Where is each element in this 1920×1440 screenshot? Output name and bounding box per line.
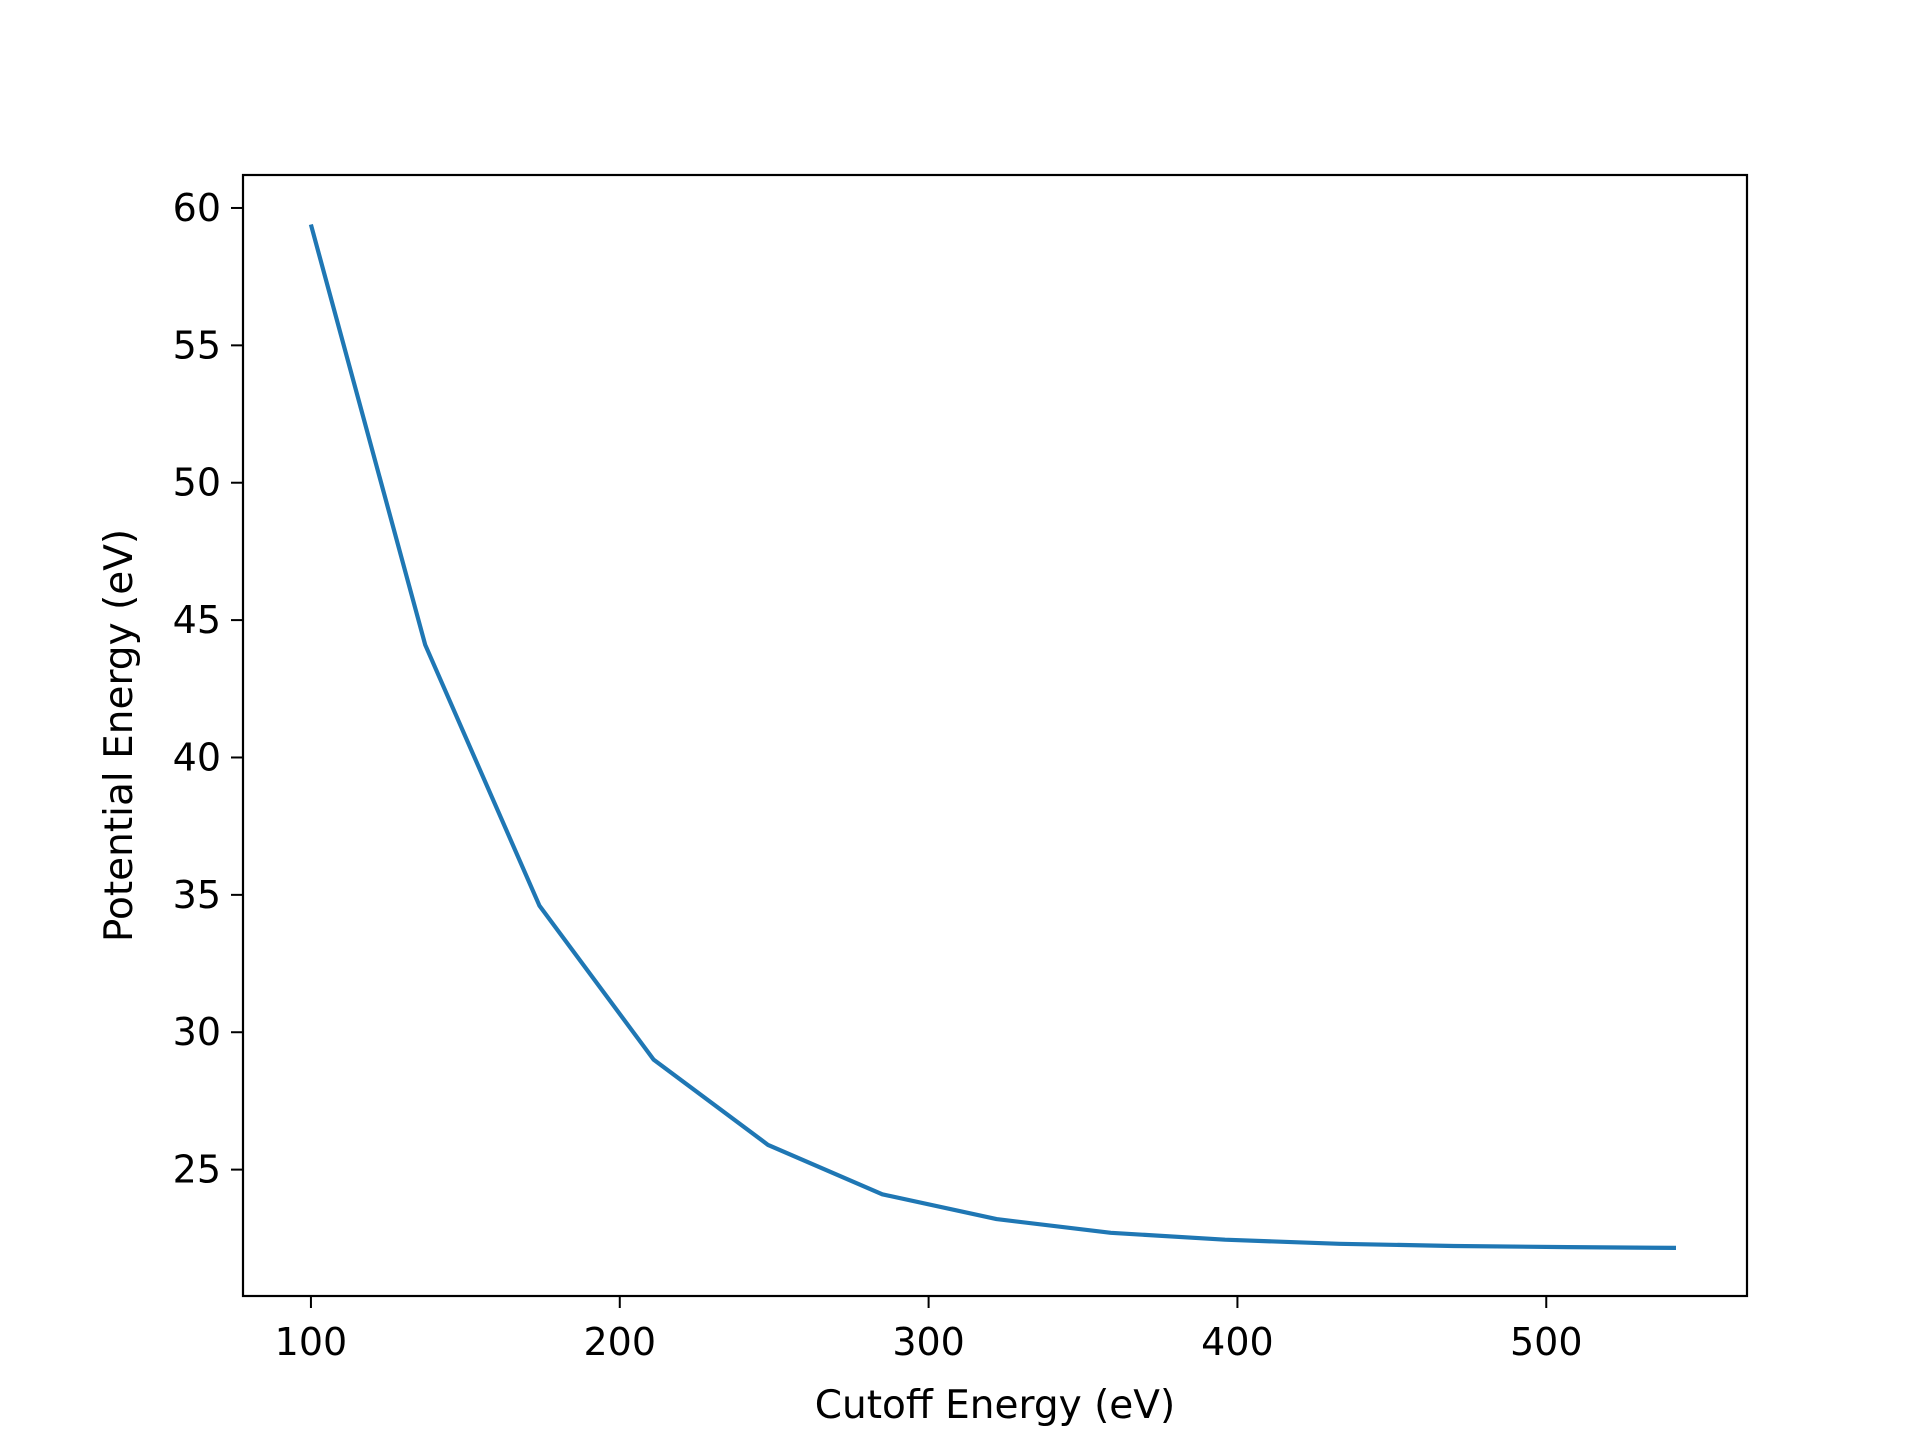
y-tick-label-30: 30: [173, 1010, 221, 1054]
series-line-1: [308, 223, 1677, 1250]
y-tick-label-25: 25: [173, 1148, 221, 1192]
y-tick-label-45: 45: [173, 598, 221, 642]
y-tick-label-40: 40: [173, 735, 221, 779]
x-tick-label-300: 300: [892, 1320, 965, 1364]
plot-area: [308, 223, 1677, 1250]
y-axis-label: Potential Energy (eV): [97, 529, 142, 942]
x-tick-label-100: 100: [275, 1320, 348, 1364]
y-tick-label-35: 35: [173, 873, 221, 917]
y-tick-label-50: 50: [173, 461, 221, 505]
y-tick-label-55: 55: [173, 323, 221, 367]
axes-frame: [241, 173, 1749, 1298]
y-tick-label-60: 60: [173, 186, 221, 230]
x-tick-label-200: 200: [584, 1320, 657, 1364]
axes: 100 200 300 400 500 25 30 35 40 45 50 55 60: [173, 173, 1749, 1364]
x-axis-label: Cutoff Energy (eV): [815, 1383, 1175, 1428]
x-tick-label-400: 400: [1201, 1320, 1274, 1364]
x-tick-label-500: 500: [1510, 1320, 1583, 1364]
